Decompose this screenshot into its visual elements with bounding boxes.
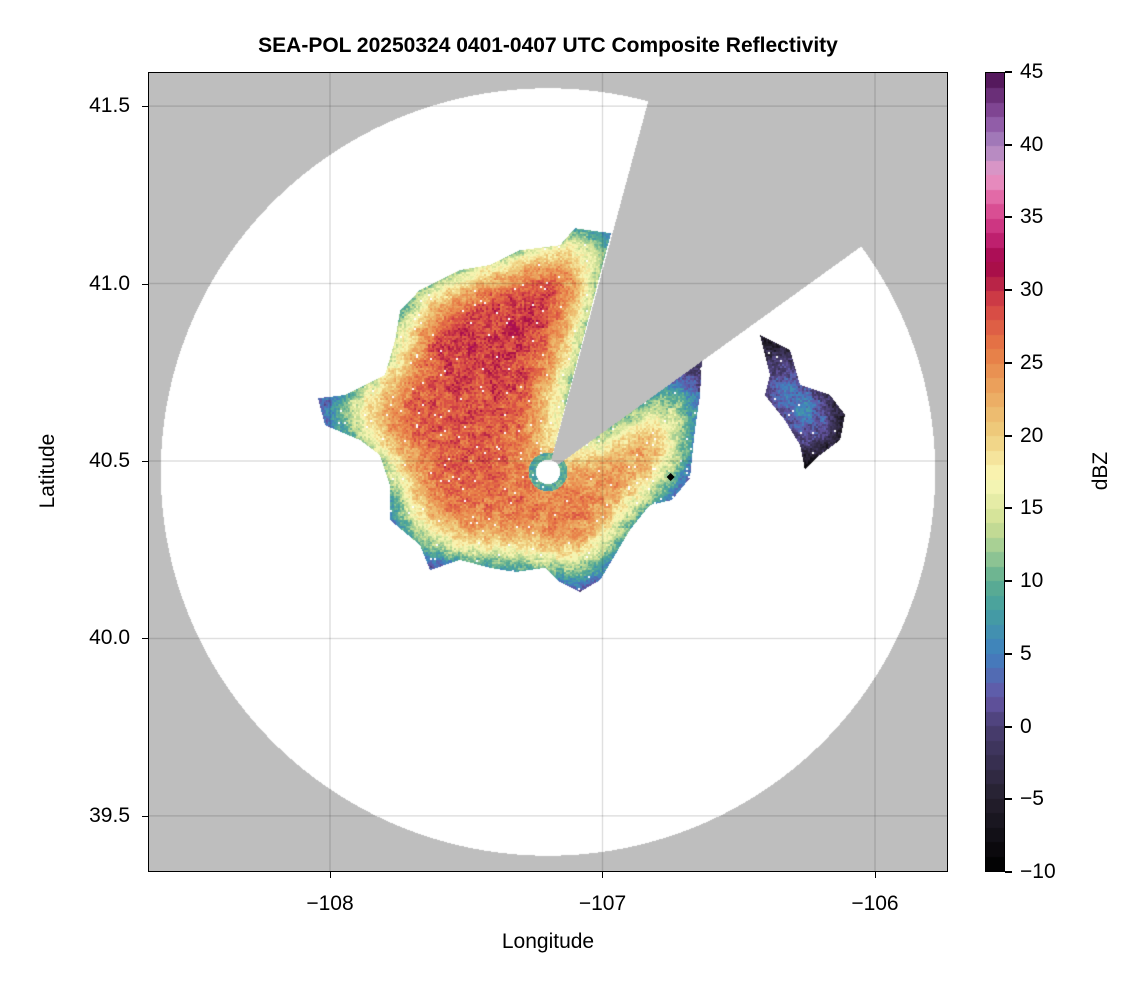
x-axis-label: Longitude (501, 930, 595, 953)
colorbar-tick-mark (1005, 71, 1012, 73)
colorbar-tick-label: −5 (1020, 787, 1044, 811)
colorbar-tick-label: 15 (1020, 496, 1044, 520)
colorbar-tick-label: 45 (1020, 60, 1044, 83)
colorbar-tick-label: 0 (1020, 714, 1032, 738)
y-tick-mark (142, 815, 148, 817)
radar-plot-area (148, 72, 948, 872)
colorbar-tick-mark (1005, 798, 1012, 801)
colorbar (985, 72, 1005, 872)
colorbar-label: dBZ (1089, 451, 1112, 491)
colorbar-tick-mark (1005, 871, 1012, 873)
y-tick-label: 41.5 (89, 94, 130, 118)
chart-title: SEA-POL 20250324 0401-0407 UTC Composite… (258, 34, 838, 57)
diamond-marker (666, 472, 675, 481)
x-tick-label: −108 (306, 892, 354, 915)
colorbar-tick-label: 10 (1020, 569, 1044, 593)
colorbar-tick-label: 25 (1020, 350, 1044, 374)
x-tick-label: −106 (851, 892, 899, 915)
colorbar-tick-mark (1005, 652, 1012, 655)
colorbar-gradient (986, 73, 1004, 871)
y-tick-label: 39.5 (89, 803, 130, 827)
x-tick-mark (330, 872, 332, 878)
y-tick-label: 40.0 (89, 626, 130, 650)
y-tick-mark (142, 283, 148, 285)
x-tick-mark (874, 872, 876, 878)
plot-frame (148, 72, 948, 872)
colorbar-tick-label: 35 (1020, 205, 1044, 229)
colorbar-tick-label: 30 (1020, 278, 1044, 302)
colorbar-tick-mark (1005, 725, 1012, 728)
colorbar-tick-mark (1005, 507, 1012, 510)
colorbar-tick-mark (1005, 216, 1012, 219)
y-tick-label: 40.5 (89, 448, 130, 472)
colorbar-tick-label: 5 (1020, 641, 1032, 665)
colorbar-tick-mark (1005, 143, 1012, 146)
x-tick-mark (602, 872, 604, 878)
colorbar-tick-mark (1005, 580, 1012, 583)
y-tick-label: 41.0 (89, 271, 130, 295)
y-tick-mark (142, 638, 148, 640)
y-tick-mark (142, 106, 148, 108)
colorbar-tick-mark (1005, 434, 1012, 437)
x-tick-label: −107 (578, 892, 627, 915)
colorbar-tick-label: 20 (1020, 423, 1044, 447)
reflectivity-field (148, 72, 948, 872)
y-tick-mark (142, 460, 148, 462)
colorbar-tick-mark (1005, 289, 1012, 292)
colorbar-tick-mark (1005, 361, 1012, 364)
y-axis-label: Latitude (36, 433, 59, 509)
colorbar-tick-label: −10 (1020, 860, 1056, 883)
colorbar-tick-label: 40 (1020, 132, 1044, 156)
plot-overlay (148, 72, 948, 872)
